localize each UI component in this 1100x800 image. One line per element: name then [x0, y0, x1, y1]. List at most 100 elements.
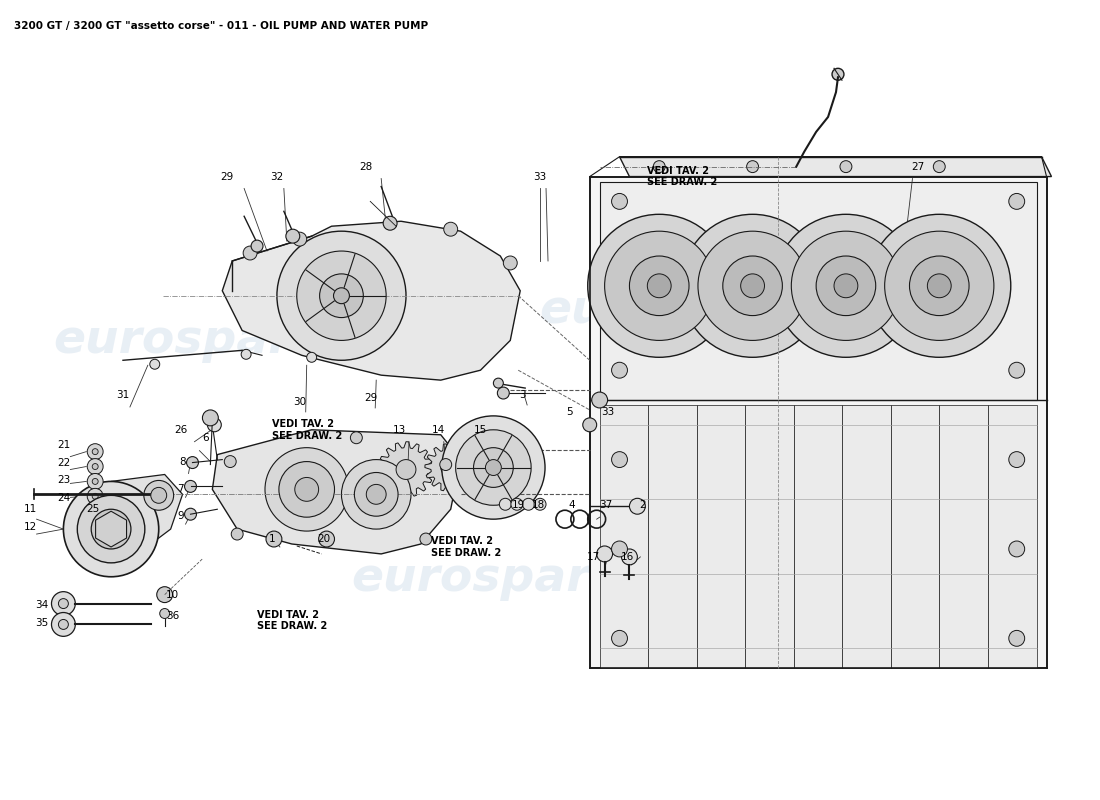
Circle shape [58, 598, 68, 609]
Circle shape [297, 251, 386, 341]
Text: 24: 24 [57, 494, 70, 503]
Circle shape [243, 246, 257, 260]
Circle shape [723, 256, 782, 315]
Text: 19: 19 [512, 500, 525, 510]
Polygon shape [600, 182, 1036, 400]
Circle shape [251, 240, 263, 252]
Text: 11: 11 [24, 504, 37, 514]
Circle shape [510, 498, 522, 510]
Circle shape [351, 432, 362, 444]
Polygon shape [619, 157, 1052, 177]
Circle shape [587, 214, 730, 358]
Circle shape [293, 232, 307, 246]
Circle shape [596, 546, 613, 562]
Circle shape [92, 463, 98, 470]
Circle shape [583, 418, 596, 432]
Text: 2: 2 [639, 500, 646, 510]
Circle shape [420, 533, 432, 545]
Circle shape [87, 458, 103, 474]
Circle shape [52, 613, 75, 636]
Text: 37: 37 [600, 500, 613, 510]
Text: 28: 28 [360, 162, 373, 172]
Circle shape [681, 214, 824, 358]
Text: 32: 32 [271, 171, 284, 182]
Circle shape [102, 520, 120, 538]
Circle shape [933, 161, 945, 173]
Text: 4: 4 [569, 500, 575, 510]
Circle shape [497, 387, 509, 399]
Text: 5: 5 [566, 407, 573, 417]
Circle shape [443, 222, 458, 236]
Circle shape [455, 430, 531, 506]
Text: VEDI TAV. 2
SEE DRAW. 2: VEDI TAV. 2 SEE DRAW. 2 [272, 419, 342, 441]
Circle shape [612, 194, 627, 210]
Circle shape [740, 274, 764, 298]
Circle shape [1009, 630, 1025, 646]
Circle shape [592, 392, 607, 408]
Circle shape [92, 494, 98, 499]
Text: 8: 8 [179, 457, 186, 466]
Text: 21: 21 [57, 440, 70, 450]
Circle shape [366, 485, 386, 504]
Circle shape [442, 416, 544, 519]
Polygon shape [794, 405, 843, 668]
Circle shape [884, 231, 994, 341]
Circle shape [241, 350, 251, 359]
Text: 9: 9 [177, 511, 184, 521]
Text: 18: 18 [531, 500, 544, 510]
Polygon shape [378, 442, 433, 498]
Circle shape [266, 531, 282, 547]
Polygon shape [988, 405, 1036, 668]
Circle shape [612, 541, 627, 557]
Circle shape [396, 459, 416, 479]
Text: 22: 22 [57, 458, 70, 467]
Text: 33: 33 [534, 171, 547, 182]
Circle shape [1009, 452, 1025, 467]
Polygon shape [648, 405, 696, 668]
Circle shape [653, 161, 666, 173]
Circle shape [832, 68, 844, 80]
Text: 33: 33 [601, 407, 614, 417]
Polygon shape [425, 444, 473, 491]
Circle shape [265, 448, 349, 531]
Circle shape [494, 378, 504, 388]
Text: eurospares: eurospares [351, 556, 650, 602]
Polygon shape [843, 405, 891, 668]
Circle shape [747, 161, 759, 173]
Circle shape [157, 586, 173, 602]
Circle shape [621, 549, 637, 565]
Circle shape [279, 462, 334, 517]
Text: 6: 6 [202, 433, 209, 442]
Circle shape [52, 592, 75, 615]
Text: 17: 17 [587, 552, 601, 562]
Polygon shape [111, 474, 183, 574]
Polygon shape [590, 177, 1046, 668]
Text: 36: 36 [166, 611, 179, 622]
Text: 7: 7 [177, 484, 184, 494]
Circle shape [383, 216, 397, 230]
Polygon shape [600, 405, 648, 668]
Text: 12: 12 [24, 522, 37, 532]
Text: 30: 30 [294, 397, 306, 407]
Circle shape [629, 498, 646, 514]
Circle shape [1009, 541, 1025, 557]
Circle shape [441, 459, 456, 475]
Circle shape [92, 506, 98, 512]
Text: 3200 GT / 3200 GT "assetto corse" - 011 - OIL PUMP AND WATER PUMP: 3200 GT / 3200 GT "assetto corse" - 011 … [14, 21, 428, 30]
Circle shape [629, 256, 689, 315]
Circle shape [354, 473, 398, 516]
Circle shape [87, 502, 103, 517]
Circle shape [522, 498, 535, 510]
Circle shape [64, 482, 158, 577]
Circle shape [440, 458, 452, 470]
Circle shape [774, 214, 917, 358]
Text: 10: 10 [166, 590, 179, 600]
Polygon shape [96, 511, 126, 547]
Circle shape [295, 478, 319, 502]
Circle shape [150, 359, 160, 370]
Text: 3: 3 [519, 390, 526, 400]
Text: 15: 15 [474, 425, 487, 434]
Text: 29: 29 [221, 171, 234, 182]
Circle shape [91, 510, 131, 549]
Circle shape [612, 362, 627, 378]
